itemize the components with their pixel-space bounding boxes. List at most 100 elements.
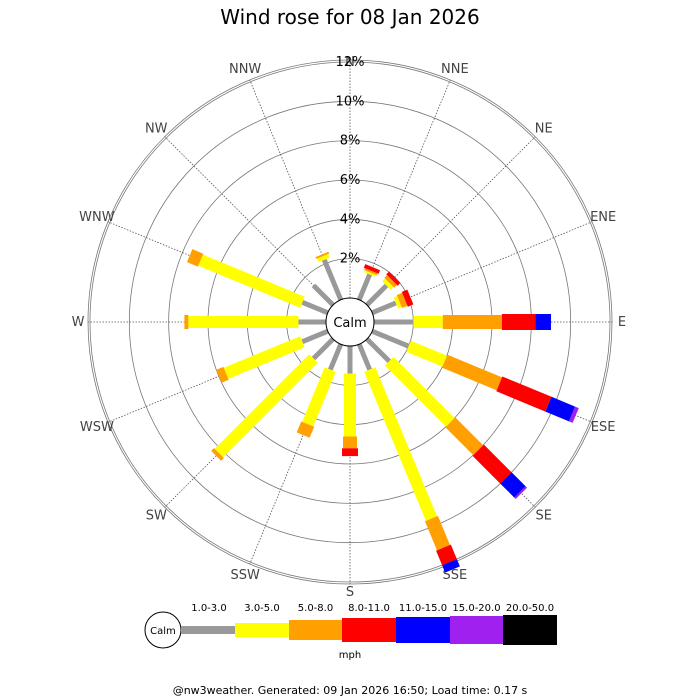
- spoke-ne: [366, 136, 536, 306]
- bar-sse-5.0-8.0: [425, 515, 450, 551]
- bar-w-5.0-8.0: [184, 315, 189, 329]
- legend-unit: mph: [339, 650, 361, 661]
- bar-s-5.0-8.0: [343, 436, 357, 449]
- bar-e-11.0-15.0: [535, 314, 551, 330]
- bar-se-11.0-15.0: [500, 472, 526, 498]
- legend-swatch-3.0-5.0: [235, 623, 289, 637]
- bar-w-1.0-3.0: [298, 319, 326, 325]
- spoke-nw: [164, 136, 334, 306]
- legend: Calm 1.0-3.0 3.0-5.0 5.0-8.0 8.0-11.0 11.0-15…: [144, 603, 557, 661]
- direction-label-nw: NW: [145, 121, 168, 136]
- direction-label-ese: ESE: [591, 420, 616, 435]
- bar-wsw-3.0-5.0: [223, 336, 305, 379]
- direction-label-wnw: WNW: [79, 210, 115, 225]
- legend-calm-label: Calm: [150, 626, 176, 637]
- bar-e-5.0-8.0: [442, 315, 502, 329]
- percent-label-8: 8%: [340, 134, 361, 149]
- direction-label-ene: ENE: [590, 210, 616, 225]
- direction-label-wsw: WSW: [80, 420, 114, 435]
- bar-nne-3.0-5.0: [364, 270, 376, 277]
- percent-label-4: 4%: [340, 212, 361, 227]
- bar-sw-1.0-3.0: [311, 337, 335, 361]
- bar-nne-5.0-8.0: [364, 268, 378, 276]
- bar-sw-3.0-5.0: [214, 354, 318, 458]
- direction-labels: N NNE NE ENE E ESE SE SSE S SSW SW WSW W WNW NW NNW: [72, 55, 627, 600]
- bar-s-8.0-11.0: [342, 448, 358, 457]
- bar-ene-5.0-8.0: [396, 292, 408, 308]
- wind-bars: [184, 249, 579, 573]
- bar-ssw-3.0-5.0: [302, 367, 336, 427]
- bar-sw-5.0-8.0: [211, 448, 224, 461]
- bar-nnw-1.0-3.0: [321, 258, 344, 301]
- legend-swatch-8.0-11.0: [342, 618, 396, 642]
- bar-sse-8.0-11.0: [436, 544, 457, 566]
- legend-label-3.0-5.0: 3.0-5.0: [244, 603, 279, 614]
- bar-ne-3.0-5.0: [382, 278, 394, 290]
- bar-w-3.0-5.0: [188, 316, 299, 328]
- bar-se-5.0-8.0: [445, 417, 484, 456]
- bar-ene-8.0-11.0: [401, 289, 414, 307]
- bar-nne-8.0-11.0: [363, 264, 381, 274]
- direction-label-s: S: [346, 585, 354, 600]
- bar-nnw-5.0-8.0: [315, 251, 330, 259]
- percent-label-10: 10%: [336, 94, 365, 109]
- bar-ssw-1.0-3.0: [328, 343, 344, 371]
- bar-ne-8.0-11.0: [386, 271, 401, 286]
- bar-nnw-3.0-5.0: [317, 253, 330, 263]
- direction-label-nnw: NNW: [229, 62, 261, 77]
- bar-ese-3.0-5.0: [406, 340, 448, 367]
- bar-se-1.0-3.0: [365, 337, 391, 363]
- bar-s-1.0-3.0: [347, 346, 353, 374]
- bar-sse-3.0-5.0: [364, 367, 437, 521]
- direction-label-nne: NNE: [441, 62, 469, 77]
- bar-se-8.0-11.0: [472, 444, 512, 484]
- percent-labels: 2% 4% 6% 8% 10% 12%: [336, 55, 365, 267]
- legend-swatch-20.0-50.0: [503, 615, 557, 645]
- bar-sse-1.0-3.0: [356, 343, 372, 371]
- direction-label-e: E: [618, 315, 626, 330]
- bar-e-1.0-3.0: [374, 319, 414, 325]
- bar-ene-1.0-3.0: [371, 300, 397, 316]
- bar-e-8.0-11.0: [501, 314, 536, 330]
- legend-swatch-1.0-3.0: [181, 626, 235, 634]
- bar-nw-1.0-3.0: [311, 283, 335, 307]
- calm-label: Calm: [333, 316, 366, 331]
- legend-label-5.0-8.0: 5.0-8.0: [298, 603, 333, 614]
- grid-circle-12: [89, 61, 611, 583]
- legend-label-8.0-11.0: 8.0-11.0: [348, 603, 390, 614]
- direction-label-se: SE: [536, 509, 552, 524]
- legend-label-15.0-20.0: 15.0-20.0: [452, 603, 500, 614]
- bar-wnw-1.0-3.0: [301, 300, 329, 316]
- direction-label-n: N: [345, 55, 355, 70]
- bar-wnw-5.0-8.0: [187, 249, 204, 267]
- legend-swatch-5.0-8.0: [289, 620, 342, 640]
- bar-nne-1.0-3.0: [356, 273, 372, 301]
- bar-ese-11.0-15.0: [545, 396, 576, 422]
- bar-se-3.0-5.0: [385, 357, 455, 427]
- bar-ese-15.0-20.0: [569, 406, 579, 423]
- legend-label-1.0-3.0: 1.0-3.0: [191, 603, 226, 614]
- direction-label-w: W: [72, 315, 85, 330]
- direction-label-sw: SW: [146, 509, 167, 524]
- calm-center: Calm: [325, 297, 375, 347]
- percent-label-12: 12%: [336, 55, 365, 70]
- bar-ese-8.0-11.0: [496, 376, 552, 412]
- bar-s-3.0-5.0: [344, 373, 356, 437]
- legend-swatch-15.0-20.0: [450, 616, 503, 644]
- percent-label-6: 6%: [340, 173, 361, 188]
- legend-swatch-11.0-15.0: [396, 617, 450, 643]
- bar-wsw-5.0-8.0: [216, 366, 229, 383]
- legend-label-20.0-50.0: 20.0-50.0: [506, 603, 554, 614]
- bar-ene-3.0-5.0: [393, 296, 402, 309]
- bar-ne-1.0-3.0: [365, 283, 389, 307]
- bar-ese-1.0-3.0: [371, 328, 410, 349]
- bar-ssw-5.0-8.0: [296, 421, 315, 438]
- bar-se-15.0-20.0: [514, 486, 527, 499]
- chart-title: Wind rose for 08 Jan 2026: [220, 5, 479, 29]
- direction-label-ne: NE: [535, 121, 553, 136]
- calm-circle: [325, 297, 375, 347]
- bar-e-3.0-5.0: [413, 316, 443, 328]
- bar-sse-11.0-15.0: [442, 559, 460, 573]
- legend-label-11.0-15.0: 11.0-15.0: [399, 603, 447, 614]
